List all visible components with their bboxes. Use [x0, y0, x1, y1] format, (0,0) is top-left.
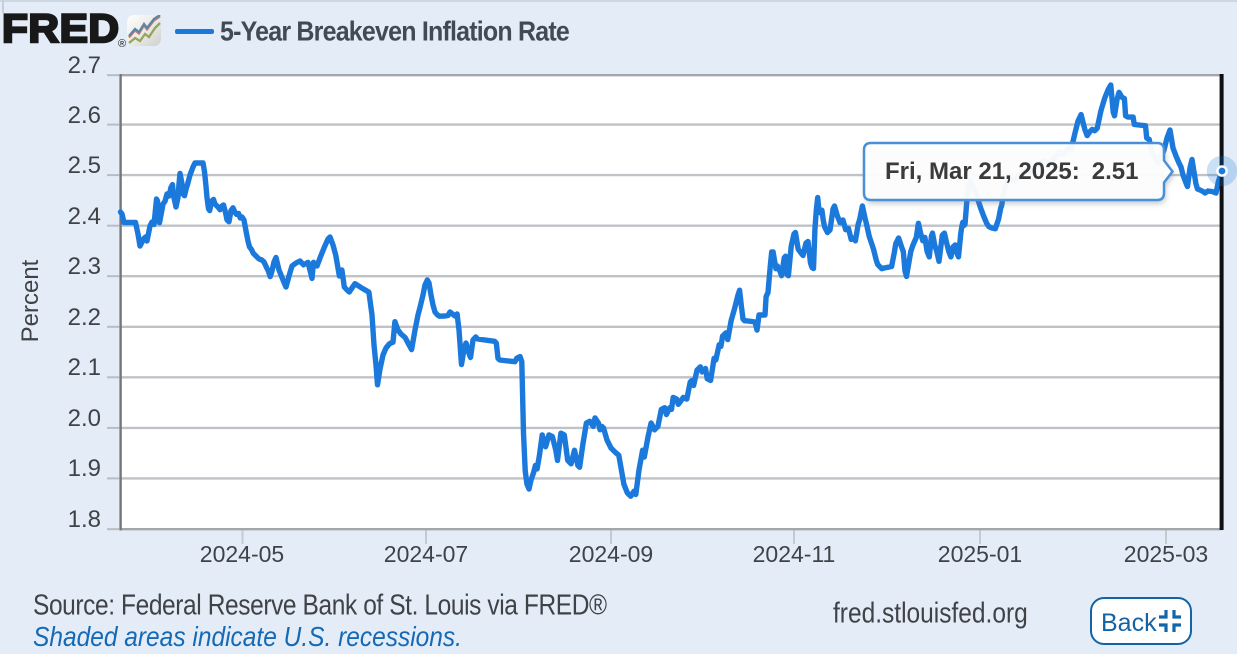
svg-text:Fri, Mar 21, 2025:2.51: Fri, Mar 21, 2025: 2.51 [885, 158, 1138, 185]
